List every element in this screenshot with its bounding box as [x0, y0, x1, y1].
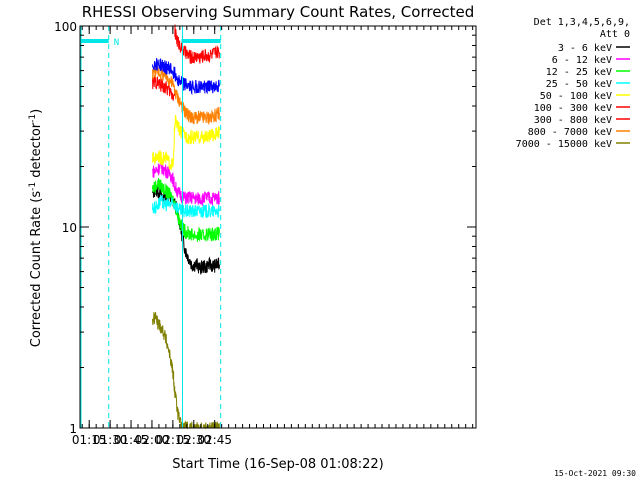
plot-frame: [79, 25, 477, 429]
legend-entry-label: 50 - 100 keV: [540, 91, 612, 102]
chart-title: RHESSI Observing Summary Count Rates, Co…: [82, 3, 475, 21]
footer-timestamp: 15-Oct-2021 09:30: [554, 469, 636, 478]
x-tick-label: 01:30: [93, 433, 128, 447]
y-tick-label: 10: [62, 221, 77, 235]
x-tick-label: 02:15: [156, 433, 191, 447]
series-line-100-300-kev: [174, 24, 220, 64]
x-tick-label: 02:30: [176, 433, 211, 447]
legend-header-line: Det 1,3,4,5,6,9,: [534, 17, 630, 28]
series-line-12-25-kev: [152, 177, 220, 242]
series-line-blue-25-50-kev-trace: [152, 57, 220, 96]
legend-entry-label: 3 - 6 keV: [558, 43, 612, 54]
series-line-6-12-kev: [152, 160, 220, 206]
y-tick-label: 100: [54, 20, 77, 34]
legend-entry-label: 6 - 12 keV: [552, 55, 612, 66]
y-tick-label: 1: [69, 422, 77, 436]
series-line-25-50-kev: [152, 194, 220, 219]
legend-entry-label: 300 - 800 keV: [534, 115, 612, 126]
y-axis-label: Corrected Count Rate (s-1 detector-1): [28, 109, 44, 347]
x-tick-label: 02:45: [197, 433, 232, 447]
series-line-800-7000-kev: [152, 63, 220, 125]
x-tick-label: 01:45: [114, 433, 149, 447]
legend-entry-label: 12 - 25 keV: [546, 67, 612, 78]
x-axis-label: Start Time (16-Sep-08 01:08:22): [172, 457, 383, 472]
legend-entry-label: 100 - 300 keV: [534, 103, 612, 114]
legend-entry-label: 25 - 50 keV: [546, 79, 612, 90]
annotation-0: N: [114, 38, 119, 48]
series-line-7000-15000-kev: [152, 312, 220, 430]
x-tick-label: 01:15: [72, 433, 107, 447]
x-tick-label: 02:00: [135, 433, 170, 447]
series-line-50-100-kev: [152, 114, 220, 171]
legend-header-line: Att 0: [600, 29, 630, 40]
legend-entry-label: 800 - 7000 keV: [528, 127, 612, 138]
legend-entry-label: 7000 - 15000 keV: [516, 139, 612, 150]
series-line-300-800-kev: [152, 74, 176, 101]
